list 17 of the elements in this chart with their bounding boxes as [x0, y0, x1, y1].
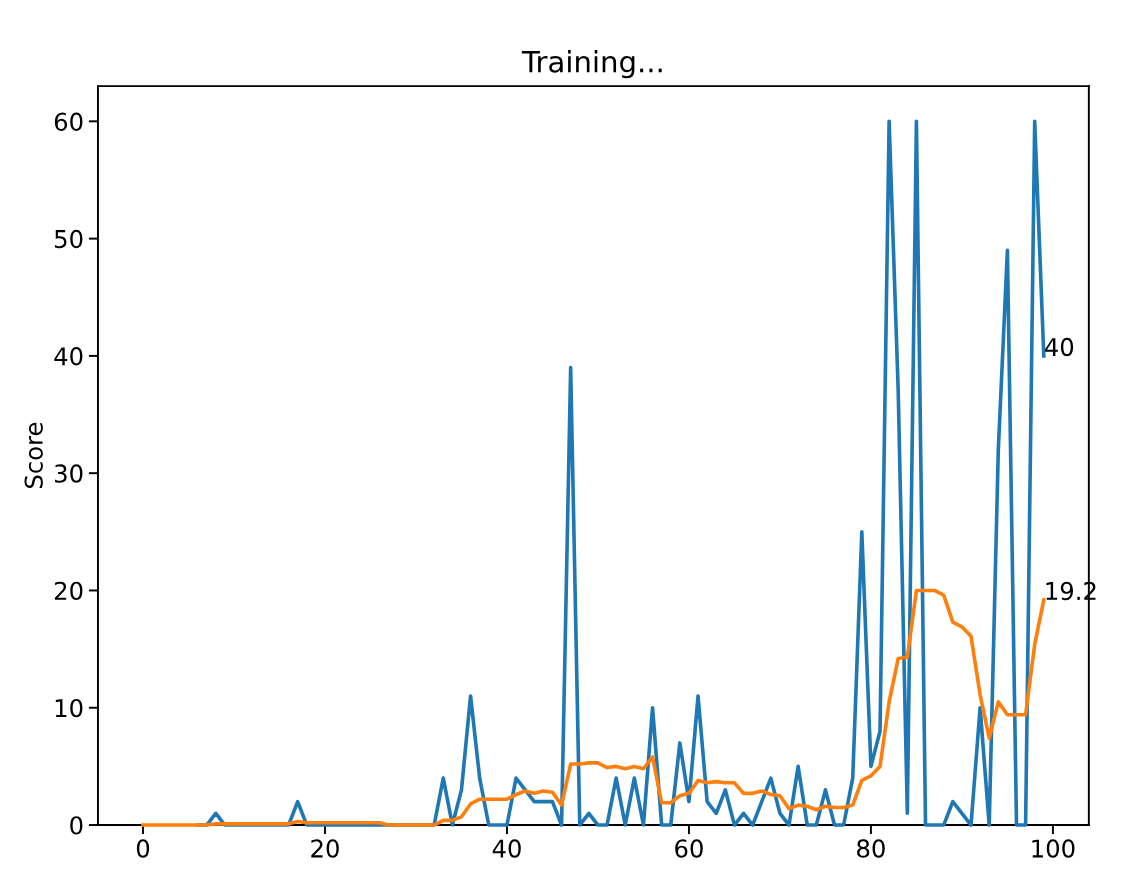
y-tick-label: 0 — [70, 816, 83, 835]
annotation: 40 — [1044, 337, 1074, 357]
y-tick-label: 50 — [55, 229, 83, 249]
x-tick-label: 20 — [311, 839, 339, 858]
line-series — [141, 588, 1046, 827]
x-tick-label: 80 — [857, 839, 885, 858]
x-tick-label: 0 — [136, 839, 150, 858]
y-tick-label: 60 — [54, 112, 83, 131]
x-tick-label: 40 — [492, 839, 521, 858]
y-axis-title: Score — [24, 422, 43, 489]
x-tick-label: 100 — [1032, 839, 1075, 858]
x-tick-label: 60 — [675, 839, 703, 858]
y-tick-label: 30 — [55, 464, 83, 483]
y-tick-label: 40 — [54, 347, 83, 366]
chart-title: Training... — [521, 50, 662, 79]
y-tick-label: 10 — [55, 698, 83, 718]
y-tick-label: 20 — [54, 581, 83, 601]
